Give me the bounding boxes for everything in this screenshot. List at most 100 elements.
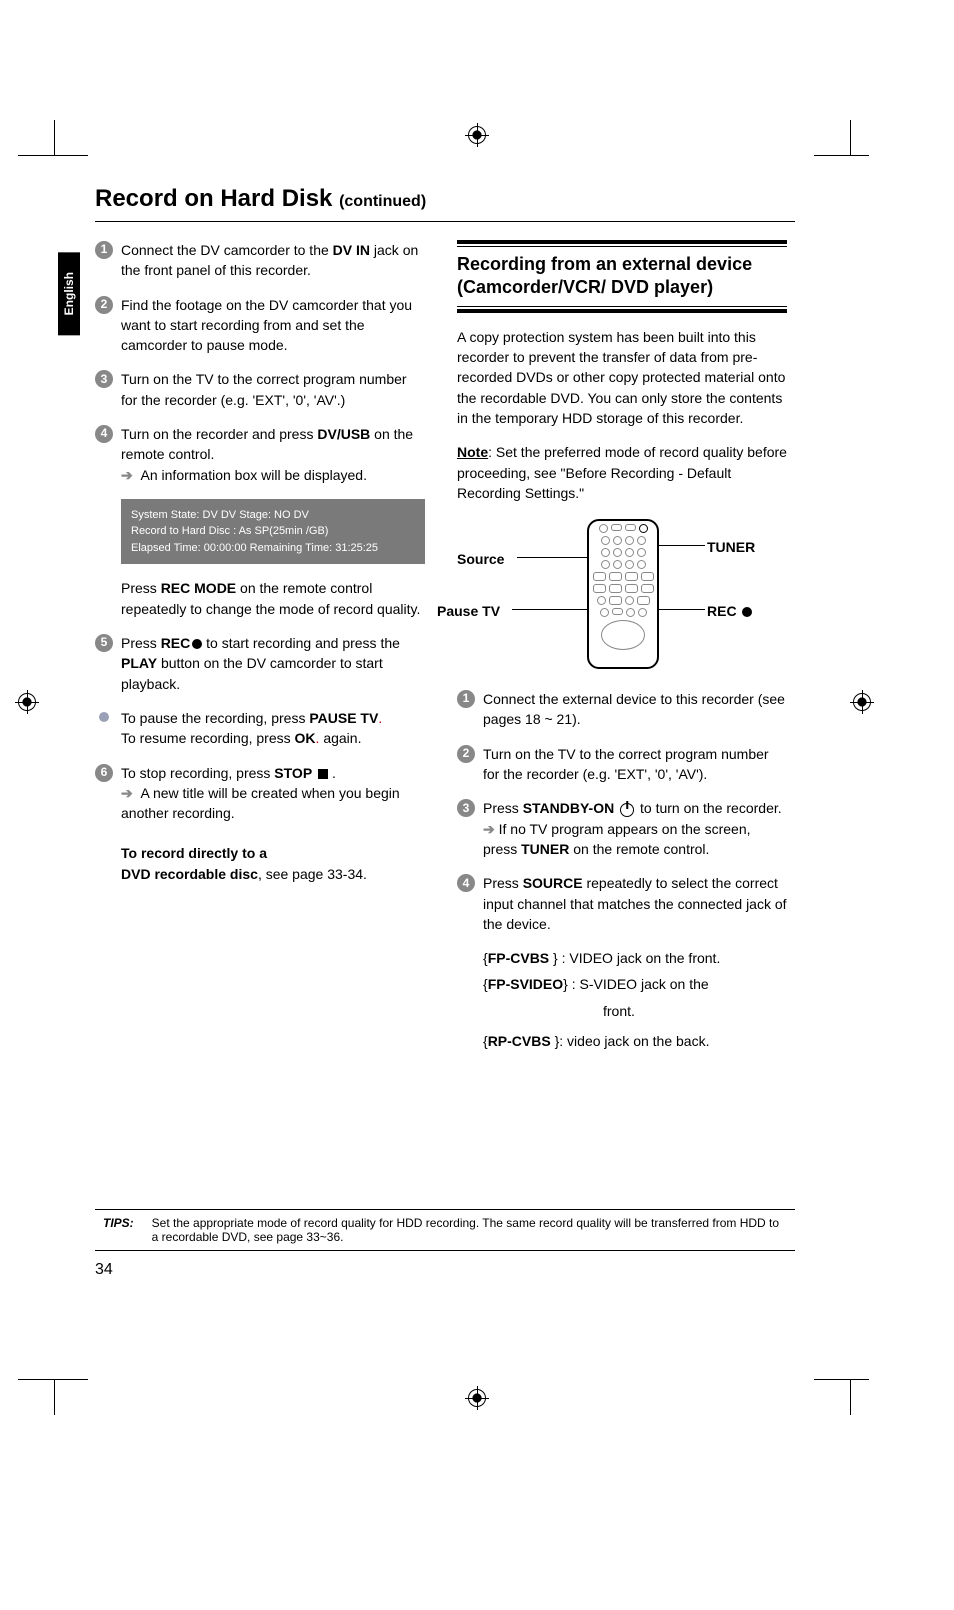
heading-text: Recording from an external device (Camco… xyxy=(457,253,787,300)
crop-mark xyxy=(18,155,88,156)
text: } : S-VIDEO jack on the xyxy=(563,976,709,992)
step-badge-1: 1 xyxy=(95,241,113,259)
remote-diagram: Source Pause TV TUNER REC xyxy=(457,519,787,669)
step-badge-1: 1 xyxy=(457,690,475,708)
registration-mark xyxy=(465,123,489,147)
text: on the remote control. xyxy=(569,841,709,857)
crop-mark xyxy=(18,1379,88,1380)
text: To pause the recording, press xyxy=(121,710,309,726)
text: To resume recording, press xyxy=(121,730,295,746)
crop-mark xyxy=(814,1379,869,1380)
text-bold: To record directly to a DVD recordable d… xyxy=(121,845,267,881)
note-paragraph: Note: Set the preferred mode of record q… xyxy=(457,442,787,503)
text: front. xyxy=(483,1001,787,1021)
stop-icon xyxy=(318,769,328,779)
registration-mark xyxy=(15,690,39,714)
paragraph: A copy protection system has been built … xyxy=(457,327,787,428)
info-line: Elapsed Time: 00:00:00 Remaining Time: 3… xyxy=(131,540,415,557)
step-badge-4: 4 xyxy=(95,425,113,443)
r-step-1: 1 Connect the external device to this re… xyxy=(457,689,787,730)
text: Press xyxy=(483,875,523,891)
crop-mark xyxy=(850,120,851,156)
text-bold: DV IN xyxy=(333,242,370,258)
step-3: 3 Turn on the TV to the correct program … xyxy=(95,369,425,410)
step-1: 1 Connect the DV camcorder to the DV IN … xyxy=(95,240,425,281)
text: Press xyxy=(483,800,523,816)
text-bold: TUNER xyxy=(521,841,569,857)
diagram-line xyxy=(512,609,587,610)
registration-mark xyxy=(465,1386,489,1410)
thin-rule xyxy=(457,306,787,307)
tips-label: TIPS: xyxy=(103,1216,134,1244)
text: to start recording and press the xyxy=(202,635,400,651)
system-info-box: System State: DV DV Stage: NO DV Record … xyxy=(121,499,425,565)
diagram-label-source: Source xyxy=(457,549,504,569)
page-title: Record on Hard Disk (continued) xyxy=(95,185,795,213)
page-number: 34 xyxy=(95,1261,113,1279)
language-tab: English xyxy=(58,252,80,335)
right-column: Recording from an external device (Camco… xyxy=(457,240,787,1061)
diagram-line xyxy=(517,557,587,558)
info-line: System State: DV DV Stage: NO DV xyxy=(131,507,415,524)
text-bold: FP-SVIDEO xyxy=(488,976,563,992)
text: again. xyxy=(323,730,361,746)
direct-record-note: To record directly to a DVD recordable d… xyxy=(121,843,425,884)
r-step-4: 4 Press SOURCE repeatedly to select the … xyxy=(457,873,787,934)
red-period: . xyxy=(378,710,382,726)
arrow-icon: ➔ xyxy=(121,785,133,801)
tips-text: Set the appropriate mode of record quali… xyxy=(152,1216,787,1244)
section-heading: Recording from an external device (Camco… xyxy=(457,240,787,313)
text: Press xyxy=(121,635,161,651)
jack-list: {FP-CVBS } : VIDEO jack on the front. {F… xyxy=(483,948,787,1051)
red-period: . xyxy=(316,730,320,746)
step-6: 6 To stop recording, press STOP . ➔ A ne… xyxy=(95,763,425,824)
crop-mark xyxy=(850,1379,851,1415)
r-step-2: 2 Turn on the TV to the correct program … xyxy=(457,744,787,785)
record-dot-icon xyxy=(742,607,752,617)
text: Turn on the TV to the correct program nu… xyxy=(483,744,787,785)
text: button on the DV camcorder to start play… xyxy=(121,655,383,691)
text: , see page 33-34. xyxy=(258,866,367,882)
text: : Set the preferred mode of record quali… xyxy=(457,444,787,501)
text-bold: PAUSE TV xyxy=(309,710,378,726)
bullet-icon xyxy=(99,712,109,722)
thick-rule xyxy=(457,240,787,244)
text: Turn on the recorder and press xyxy=(121,426,317,442)
text: to turn on the recorder. xyxy=(636,800,782,816)
left-column: 1 Connect the DV camcorder to the DV IN … xyxy=(95,240,425,1061)
crop-mark xyxy=(54,120,55,156)
diagram-label-tuner: TUNER xyxy=(707,537,755,557)
text: To stop recording, press xyxy=(121,765,274,781)
text-bold: SOURCE xyxy=(523,875,583,891)
text-bold: PLAY xyxy=(121,655,157,671)
text-bold: REC xyxy=(161,635,191,651)
step-5: 5 Press REC to start recording and press… xyxy=(95,633,425,694)
text: A new title will be created when you beg… xyxy=(121,785,400,821)
text: Turn on the TV to the correct program nu… xyxy=(121,369,425,410)
text-bold: OK xyxy=(295,730,316,746)
step-4: 4 Turn on the recorder and press DV/USB … xyxy=(95,424,425,485)
step-badge-2: 2 xyxy=(95,296,113,314)
registration-mark xyxy=(850,690,874,714)
r-step-3: 3 Press STANDBY-ON to turn on the record… xyxy=(457,798,787,859)
step-badge-2: 2 xyxy=(457,745,475,763)
text: }: video jack on the back. xyxy=(551,1033,710,1049)
step-badge-4: 4 xyxy=(457,874,475,892)
arrow-icon: ➔ xyxy=(483,821,495,837)
page-content: Record on Hard Disk (continued) 1 Connec… xyxy=(95,185,795,1285)
title-main: Record on Hard Disk xyxy=(95,185,339,212)
step-badge-3: 3 xyxy=(457,799,475,817)
text-bold: RP-CVBS xyxy=(488,1033,551,1049)
diagram-label-pause: Pause TV xyxy=(437,601,500,621)
text: Find the footage on the DV camcorder tha… xyxy=(121,295,425,356)
text-bold: STANDBY-ON xyxy=(523,800,615,816)
text: An information box will be displayed. xyxy=(141,467,367,483)
step-badge-6: 6 xyxy=(95,764,113,782)
step-2: 2 Find the footage on the DV camcorder t… xyxy=(95,295,425,356)
step-badge-3: 3 xyxy=(95,370,113,388)
text-bold: DV/USB xyxy=(317,426,370,442)
arrow-icon: ➔ xyxy=(121,467,133,483)
text-bold: REC MODE xyxy=(161,580,236,596)
text: } : VIDEO jack on the front. xyxy=(549,950,720,966)
diagram-line xyxy=(657,545,705,546)
